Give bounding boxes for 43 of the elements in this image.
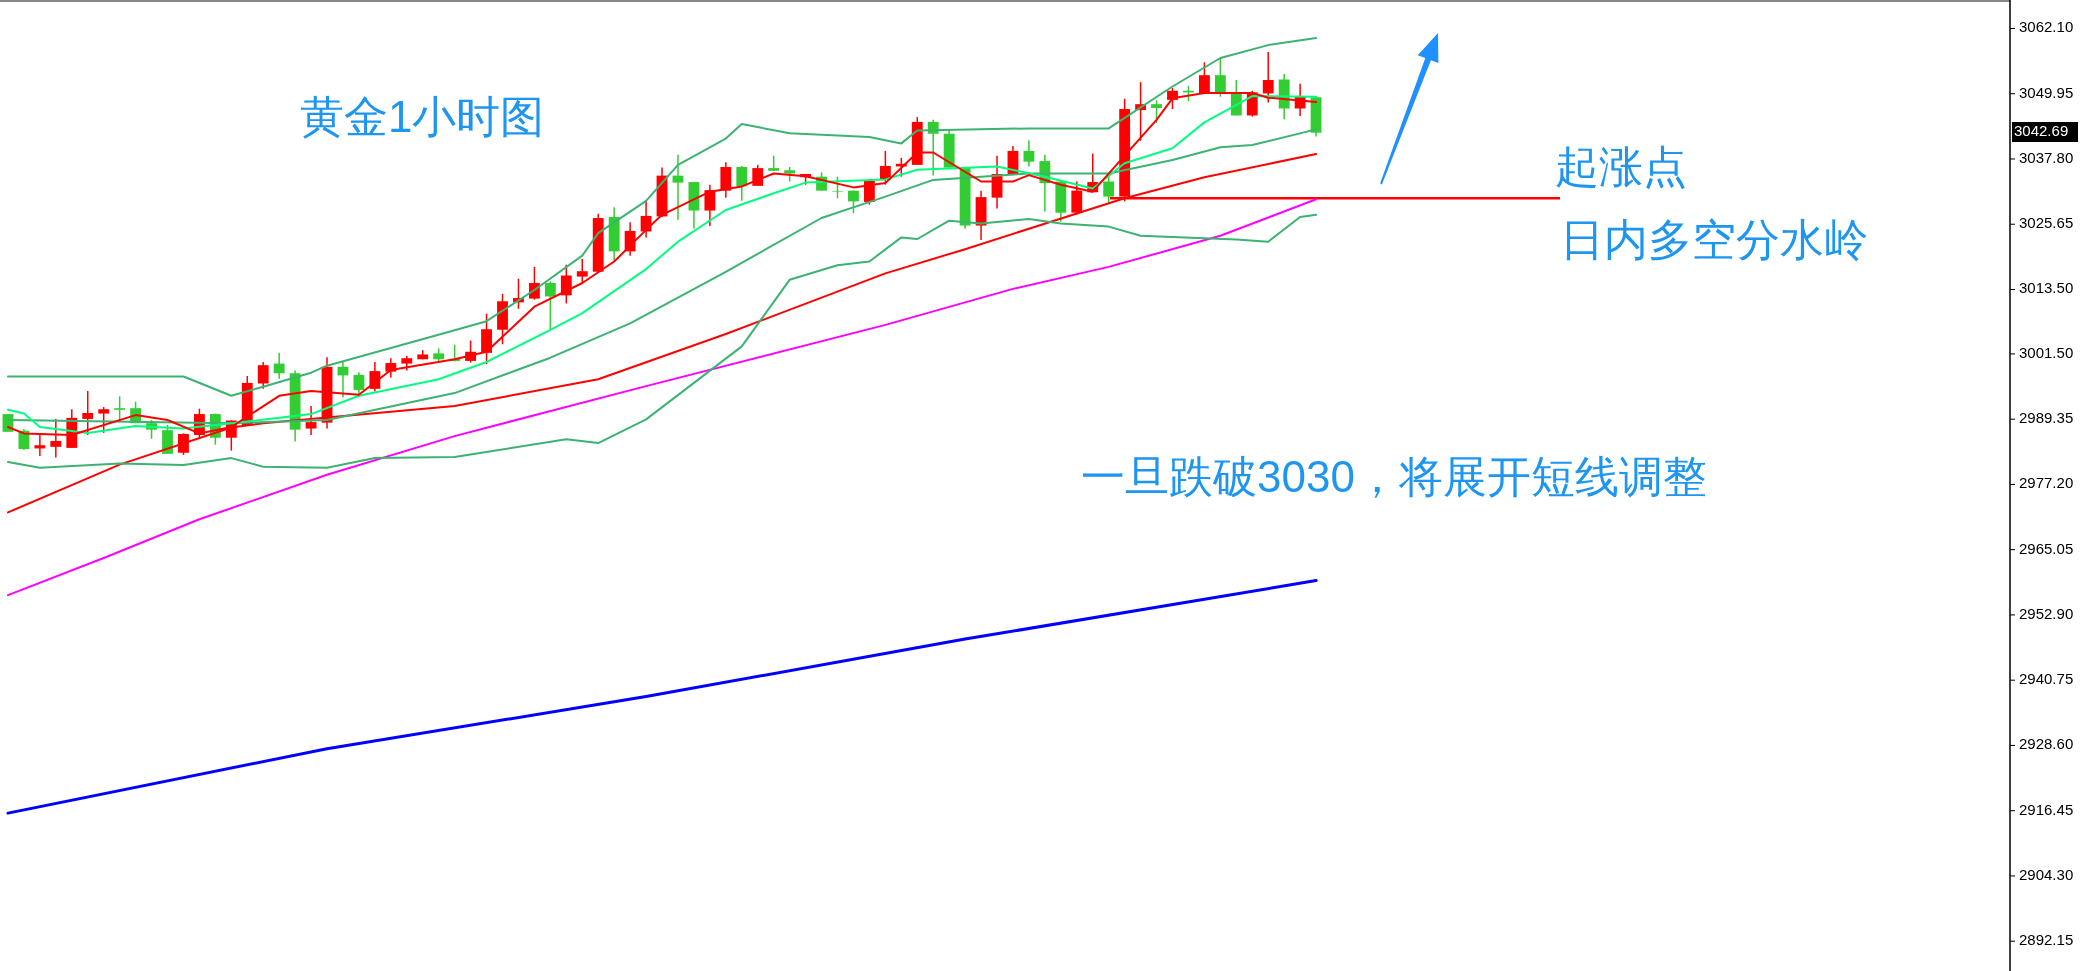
candlestick <box>720 161 732 199</box>
candlestick <box>1103 175 1115 204</box>
candlestick <box>832 175 843 199</box>
candlestick <box>1023 139 1035 168</box>
y-tick-label: 2892.15 <box>2019 931 2074 949</box>
y-tick-label: 2952.90 <box>2019 604 2074 622</box>
y-tick-label: 2928.60 <box>2019 735 2074 753</box>
text: 3042.69 <box>2014 121 2069 139</box>
candlestick <box>736 165 748 202</box>
candlestick <box>162 424 173 455</box>
candlestick <box>1214 57 1226 98</box>
y-tick-label: 3013.50 <box>2019 279 2074 297</box>
candlestick <box>576 258 588 284</box>
y-tick-label: 3001.50 <box>2019 343 2074 361</box>
candlestick <box>481 312 492 365</box>
y-tick-label: 3062.10 <box>2019 18 2074 36</box>
candlestick <box>305 405 317 436</box>
annotation: 一旦跌破3030，将展开短线调整 <box>1081 451 1707 501</box>
candlestick <box>1151 99 1162 124</box>
y-tick-label: 2916.45 <box>2019 800 2074 818</box>
annotation: 日内多空分水岭 <box>1560 214 1868 264</box>
y-tick-label: 3025.65 <box>2019 214 2074 232</box>
y-tick-label: 2904.30 <box>2019 865 2074 883</box>
annotation: 起涨点 <box>1555 141 1687 191</box>
candlestick <box>752 164 764 187</box>
y-tick-label: 2940.75 <box>2019 670 2074 688</box>
candlestick <box>178 432 189 456</box>
y-tick-label: 2965.05 <box>2019 539 2074 557</box>
y-tick-label: 3037.80 <box>2019 148 2074 166</box>
candlestick <box>704 184 716 227</box>
line-series <box>6 579 1318 815</box>
y-tick-label: 2977.20 <box>2019 474 2074 492</box>
candlestick <box>672 153 684 221</box>
y-tick-label: 2989.35 <box>2019 409 2074 427</box>
annotation: 黄金1小时图 <box>300 91 545 141</box>
candlestick <box>353 371 365 397</box>
candlestick <box>257 361 269 390</box>
y-tick-label: 3049.95 <box>2019 83 2074 101</box>
line-series <box>7 37 1318 397</box>
candlestick <box>544 280 556 330</box>
candlestick <box>114 395 126 421</box>
candlestick <box>273 352 285 380</box>
candlestick <box>1071 180 1083 216</box>
